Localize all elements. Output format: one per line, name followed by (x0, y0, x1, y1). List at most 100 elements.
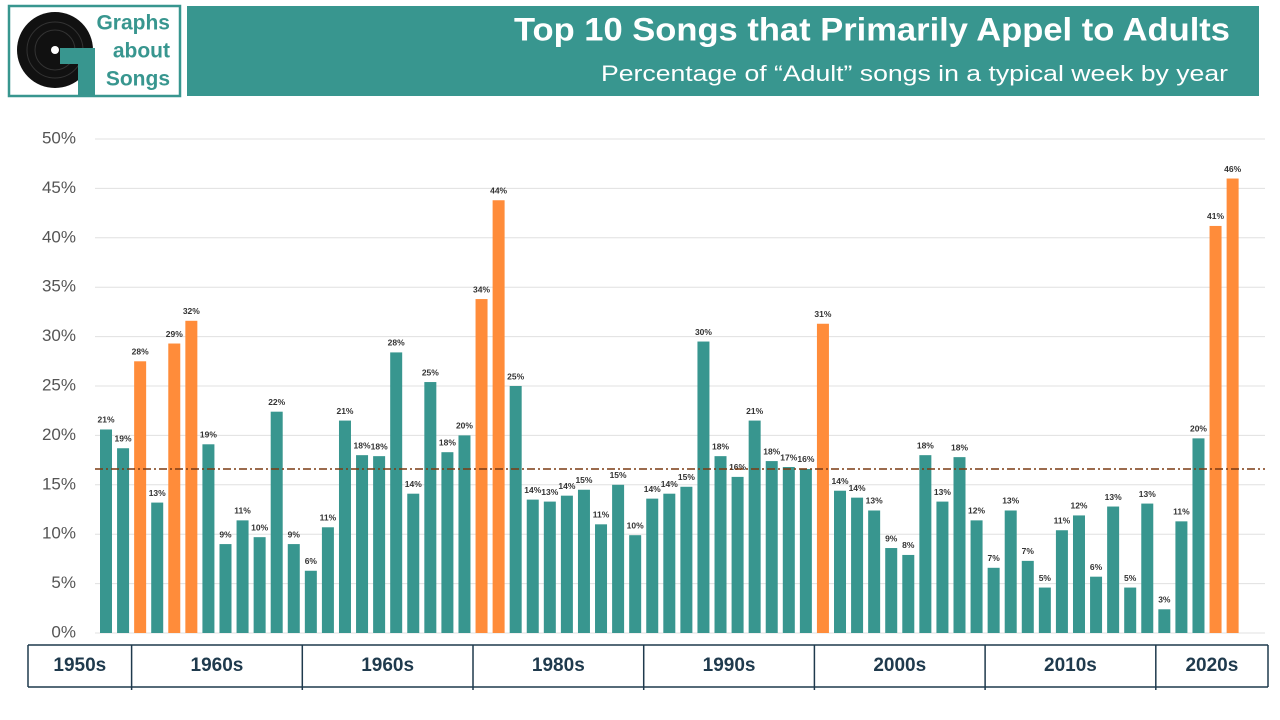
bar (868, 510, 881, 633)
data-label: 44% (490, 186, 507, 196)
data-label: 21% (336, 406, 353, 416)
bar (560, 495, 573, 633)
bar (151, 502, 164, 633)
bar (321, 527, 334, 633)
decade-label: 2020s (1185, 655, 1238, 676)
bar (970, 520, 983, 633)
bar (117, 448, 130, 633)
data-label: 19% (115, 433, 132, 443)
data-label: 28% (132, 347, 149, 357)
data-label: 10% (627, 520, 644, 530)
bar (185, 320, 198, 633)
bar (646, 498, 659, 633)
data-label: 20% (456, 421, 473, 431)
bar (799, 468, 812, 633)
data-label: 14% (644, 484, 661, 494)
decade-label: 1990s (703, 655, 756, 676)
data-label: 9% (885, 533, 898, 543)
y-tick-label: 45% (42, 178, 76, 197)
data-label: 11% (1173, 507, 1190, 517)
data-label: 12% (1070, 501, 1087, 511)
data-label: 3% (1158, 595, 1171, 605)
bar (509, 386, 522, 633)
data-label: 19% (200, 430, 217, 440)
bar (851, 497, 864, 633)
data-label: 25% (422, 367, 439, 377)
data-label: 20% (1190, 424, 1207, 434)
decade-label: 1960s (191, 655, 244, 676)
bar (680, 486, 693, 633)
bar (526, 499, 539, 633)
bar (1021, 560, 1034, 633)
bar (885, 548, 898, 633)
y-tick-label: 10% (42, 524, 76, 543)
data-label: 10% (251, 522, 268, 532)
data-label: 5% (1124, 573, 1137, 583)
bar (1124, 587, 1137, 633)
bar (1175, 521, 1188, 633)
bar (765, 461, 778, 633)
data-label: 21% (746, 406, 763, 416)
data-label: 22% (268, 397, 285, 407)
bar (253, 537, 266, 633)
data-label: 14% (832, 476, 849, 486)
y-tick-label: 50% (42, 128, 76, 147)
bar (100, 429, 112, 633)
bar (902, 554, 915, 633)
data-label: 14% (661, 479, 678, 489)
data-label: 32% (183, 306, 200, 316)
bar (834, 490, 847, 633)
bar (304, 570, 317, 633)
bar (1090, 576, 1103, 633)
bar (1055, 530, 1068, 633)
data-label: 34% (473, 284, 490, 294)
bar (936, 501, 949, 633)
data-label: 30% (695, 327, 712, 337)
data-label: 17% (780, 452, 797, 462)
data-label: 7% (987, 553, 1000, 563)
data-label: 13% (1105, 492, 1122, 502)
bar (373, 456, 386, 633)
decade-label: 1950s (53, 655, 106, 676)
data-label: 41% (1207, 211, 1224, 221)
data-label: 13% (541, 487, 558, 497)
data-label: 31% (814, 309, 831, 319)
bar (782, 467, 795, 633)
bar (424, 382, 437, 633)
decade-label: 1960s (361, 655, 414, 676)
decade-label: 2010s (1044, 655, 1097, 676)
bar (458, 435, 471, 633)
decade-label: 2000s (873, 655, 926, 676)
data-label: 9% (288, 529, 301, 539)
y-tick-label: 20% (42, 425, 76, 444)
data-label: 18% (951, 442, 968, 452)
data-label: 28% (388, 338, 405, 348)
bar (270, 411, 283, 633)
bar (714, 456, 727, 633)
bar (595, 524, 608, 633)
data-label: 13% (1139, 489, 1156, 499)
bar (492, 200, 505, 634)
bar (697, 341, 710, 633)
data-label: 18% (763, 446, 780, 456)
y-tick-label: 25% (42, 375, 76, 394)
data-label: 14% (849, 483, 866, 493)
bar (1158, 609, 1171, 633)
data-label: 7% (1022, 546, 1035, 556)
bar (475, 299, 488, 633)
bar (816, 323, 829, 633)
data-label: 46% (1224, 164, 1241, 174)
data-label: 11% (1054, 515, 1071, 525)
bar (134, 361, 147, 633)
y-tick-label: 15% (42, 474, 76, 493)
logo-text: Graphs (96, 12, 170, 35)
data-label: 11% (234, 506, 251, 516)
data-label: 13% (934, 487, 951, 497)
y-tick-label: 40% (42, 227, 76, 246)
data-label: 15% (575, 475, 592, 485)
bar (1192, 438, 1205, 633)
bar (1226, 178, 1239, 633)
data-label: 5% (1039, 573, 1052, 583)
data-label: 18% (917, 440, 934, 450)
